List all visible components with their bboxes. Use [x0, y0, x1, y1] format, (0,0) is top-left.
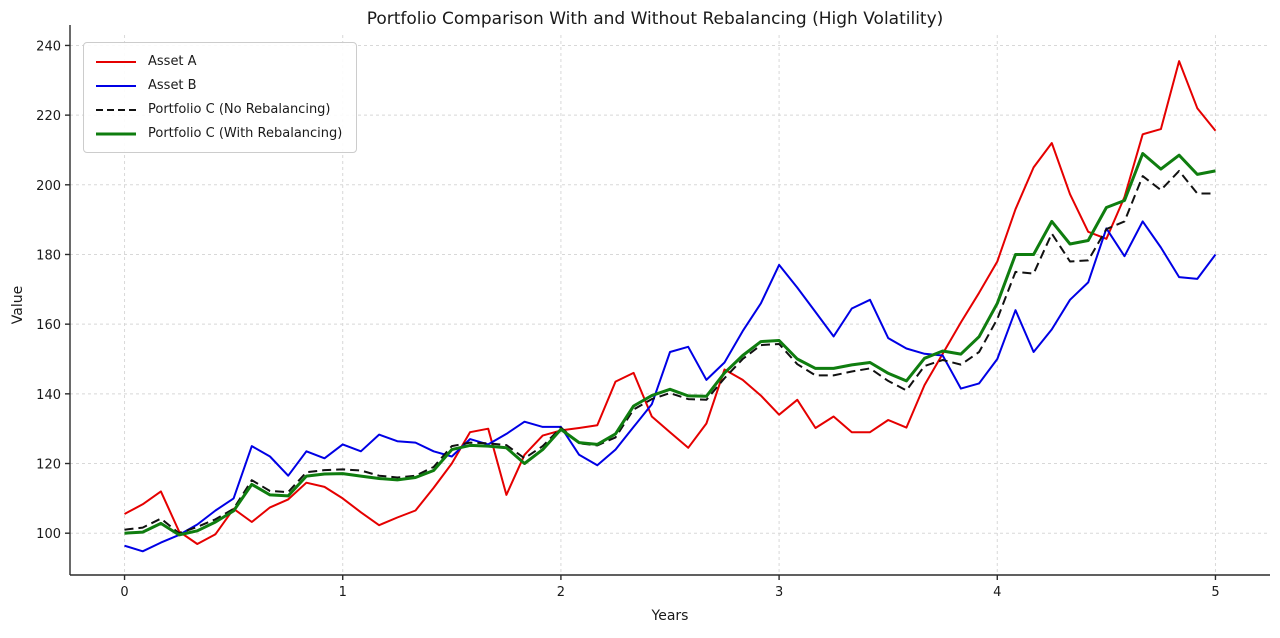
legend-label-asset-a: Asset A: [148, 54, 197, 69]
y-tick-label-220: 220: [36, 109, 61, 124]
legend-line-sample-asset-b: [96, 84, 136, 87]
legend-item-portfolio-c-with-rebalancing: Portfolio C (With Rebalancing): [94, 124, 342, 143]
legend-item-portfolio-c-no-rebalancing: Portfolio C (No Rebalancing): [94, 100, 342, 119]
x-tick-label-5: 5: [1211, 585, 1219, 600]
y-axis-label: Value: [10, 286, 26, 324]
legend-line-sample-asset-a: [96, 60, 136, 63]
y-tick-label-160: 160: [36, 318, 61, 333]
series-line-asset-a: [124, 60, 1217, 545]
y-tick-label-140: 140: [36, 388, 61, 403]
axis-layer: 0 1 2 3 4 5 100 120 140 160 180 200 220 240: [36, 25, 1270, 600]
legend-line-sample-portfolio-c-no-rebalancing: [96, 108, 136, 111]
y-tick-label-180: 180: [36, 248, 61, 263]
series-line-portfolio-c-with-rebalancing: [124, 152, 1216, 537]
y-tick-label-200: 200: [36, 179, 61, 194]
x-tick-label-3: 3: [775, 585, 783, 600]
chart-title: Portfolio Comparison With and Without Re…: [367, 9, 944, 29]
series-line-asset-b: [124, 220, 1217, 553]
series-layer: [124, 60, 1217, 553]
legend-label-portfolio-c-no-rebalancing: Portfolio C (No Rebalancing): [148, 102, 331, 117]
legend-item-asset-a: Asset A: [94, 52, 342, 71]
legend-label-asset-b: Asset B: [148, 78, 197, 93]
legend-line-sample-portfolio-c-with-rebalancing: [96, 132, 136, 135]
x-axis-label: Years: [651, 608, 689, 624]
legend-item-asset-b: Asset B: [94, 76, 342, 95]
legend: Asset A Asset B Portfolio C (No Rebalancin…: [83, 42, 358, 153]
x-tick-label-2: 2: [557, 585, 565, 600]
y-tick-label-100: 100: [36, 527, 61, 542]
legend-label-portfolio-c-with-rebalancing: Portfolio C (With Rebalancing): [148, 126, 343, 141]
y-tick-label-120: 120: [36, 458, 61, 473]
x-tick-label-1: 1: [339, 585, 347, 600]
y-tick-label-240: 240: [36, 39, 61, 54]
x-tick-label-0: 0: [120, 585, 128, 600]
x-tick-label-4: 4: [993, 585, 1001, 600]
